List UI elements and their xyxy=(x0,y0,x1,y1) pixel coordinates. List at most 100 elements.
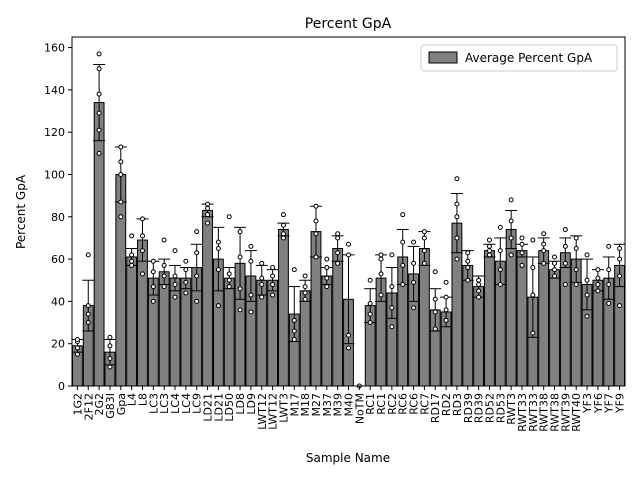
x-tick-label: L4 xyxy=(126,393,139,406)
data-point xyxy=(259,281,265,287)
data-point xyxy=(291,328,297,334)
x-tick-label: LC4 xyxy=(180,393,193,414)
data-point xyxy=(443,294,449,300)
data-point xyxy=(259,294,265,300)
x-tick-label: LC4 xyxy=(169,393,182,414)
data-point xyxy=(595,281,601,287)
data-point xyxy=(486,243,492,249)
data-point xyxy=(497,281,503,287)
data-point xyxy=(85,252,91,258)
data-point xyxy=(346,241,351,247)
bar xyxy=(592,279,604,387)
data-point xyxy=(400,281,406,287)
y-tick-label: 160 xyxy=(44,42,65,55)
data-point xyxy=(443,317,449,323)
data-point xyxy=(248,243,254,249)
bar xyxy=(93,102,105,387)
bar xyxy=(538,250,550,387)
data-point xyxy=(606,301,612,307)
x-tick-label: YF6 xyxy=(592,393,605,414)
x-tick-label: L8 xyxy=(136,393,149,406)
data-point xyxy=(530,265,536,271)
y-tick-label: 120 xyxy=(44,126,65,139)
data-point xyxy=(573,246,579,252)
data-point xyxy=(606,243,612,249)
data-point xyxy=(129,252,135,258)
data-point xyxy=(411,239,417,245)
data-point xyxy=(443,307,449,313)
data-point xyxy=(378,292,384,298)
data-point xyxy=(237,307,243,313)
data-point xyxy=(617,246,623,252)
x-tick-label: M39 xyxy=(332,393,345,417)
x-tick-label: YF9 xyxy=(614,393,627,414)
data-point xyxy=(313,254,319,260)
data-point xyxy=(421,260,427,266)
data-point xyxy=(346,345,351,351)
data-point xyxy=(205,212,211,218)
data-point xyxy=(280,222,286,228)
bar xyxy=(137,239,148,387)
legend-label: Average Percent GpA xyxy=(465,51,593,65)
data-point xyxy=(606,267,612,273)
data-point xyxy=(595,288,601,294)
data-point xyxy=(595,275,601,281)
data-point xyxy=(270,265,276,271)
data-point xyxy=(562,243,568,249)
data-point xyxy=(139,216,145,222)
data-point xyxy=(85,320,91,326)
data-point xyxy=(270,292,276,298)
data-point xyxy=(161,237,167,243)
data-point xyxy=(454,235,460,241)
data-point xyxy=(302,284,308,290)
bar xyxy=(299,290,311,387)
data-point xyxy=(476,281,482,287)
x-tick-label: RC1 xyxy=(364,393,377,415)
data-point xyxy=(562,226,568,232)
data-point xyxy=(476,288,482,294)
data-point xyxy=(226,271,232,277)
data-point xyxy=(107,356,113,362)
data-point xyxy=(432,296,438,302)
data-point xyxy=(573,267,579,273)
data-point xyxy=(584,252,590,258)
data-point xyxy=(454,201,460,207)
x-tick-label: M40 xyxy=(343,393,356,417)
data-point xyxy=(313,203,319,209)
data-point xyxy=(389,252,395,258)
x-tick-label: LD50 xyxy=(223,393,236,422)
x-tick-label: RC6 xyxy=(397,393,410,415)
data-point xyxy=(74,351,80,357)
data-point xyxy=(562,260,568,266)
bar xyxy=(223,277,235,387)
x-tick-label: RWT3 xyxy=(505,393,518,425)
x-tick-label: RC6 xyxy=(408,393,421,415)
data-point xyxy=(541,260,547,266)
data-point xyxy=(367,320,373,326)
data-point xyxy=(129,258,135,264)
data-point xyxy=(183,290,189,296)
x-tick-label: RD39 xyxy=(462,393,475,423)
data-point xyxy=(280,235,286,241)
data-point xyxy=(335,250,341,256)
x-tick-label: YF3 xyxy=(581,393,594,414)
data-point xyxy=(194,273,200,279)
bar xyxy=(418,248,430,387)
data-point xyxy=(194,250,200,256)
bar xyxy=(559,252,571,387)
y-tick-label: 40 xyxy=(51,295,65,308)
data-point xyxy=(454,176,460,182)
data-point xyxy=(172,248,178,254)
data-point xyxy=(96,66,102,72)
data-point xyxy=(400,212,406,218)
data-point xyxy=(194,229,200,235)
x-tick-label: 1G2 xyxy=(71,393,84,416)
data-point xyxy=(172,294,178,300)
data-point xyxy=(421,248,427,254)
x-tick-label: M17 xyxy=(288,393,301,417)
data-point xyxy=(215,267,221,273)
data-point xyxy=(215,303,221,309)
data-point xyxy=(519,241,525,247)
data-point xyxy=(270,281,276,287)
x-tick-label: RC7 xyxy=(418,393,431,415)
